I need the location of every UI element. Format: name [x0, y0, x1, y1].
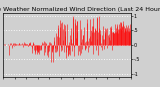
Title: Milwaukee Weather Normalized Wind Direction (Last 24 Hours): Milwaukee Weather Normalized Wind Direct… [0, 7, 160, 12]
